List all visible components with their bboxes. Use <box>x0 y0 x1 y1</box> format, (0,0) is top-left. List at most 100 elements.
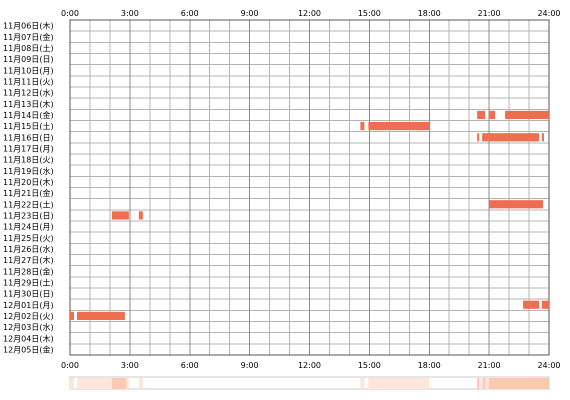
row-label: 11月08日(土) <box>3 43 54 53</box>
summary-band <box>368 378 430 389</box>
summary-overlap <box>545 378 548 389</box>
row-label: 11月23日(日) <box>3 212 54 221</box>
summary-band <box>138 378 143 389</box>
row-label: 11月27日(木) <box>3 255 54 265</box>
row-label: 12月04日(木) <box>3 333 54 343</box>
x-tick-label-bottom: 0:00 <box>61 361 79 370</box>
row-label: 11月29日(土) <box>3 278 54 288</box>
row-label: 11月24日(月) <box>3 223 54 232</box>
summary-overlap <box>491 378 494 389</box>
summary-overlap <box>535 378 538 389</box>
x-tick-label-bottom: 12:00 <box>298 361 321 370</box>
summary-overlap <box>507 378 510 389</box>
plot-frame <box>69 19 550 356</box>
x-tick-label-top: 21:00 <box>478 9 501 18</box>
row-label: 11月17日(月) <box>3 145 54 154</box>
x-tick-label-bottom: 6:00 <box>181 361 199 370</box>
x-tick-label-top: 15:00 <box>358 9 381 18</box>
summary-overlap <box>543 378 546 389</box>
chart-grid <box>69 19 550 356</box>
activity-bar <box>542 133 545 142</box>
summary-overlap <box>529 378 532 389</box>
row-label: 11月15日(土) <box>3 121 54 131</box>
activity-bar <box>368 122 430 131</box>
summary-band <box>76 378 125 389</box>
summary-overlap <box>515 378 518 389</box>
x-tick-label-top: 9:00 <box>241 9 259 18</box>
activity-bar <box>523 300 540 309</box>
row-label: 11月22日(土) <box>3 199 54 209</box>
row-label: 11月20日(木) <box>3 177 54 187</box>
activity-bar <box>138 211 143 220</box>
summary-overlap <box>495 378 498 389</box>
activity-bar <box>482 133 540 142</box>
x-tick-label-bottom: 24:00 <box>537 361 560 370</box>
row-label: 11月18日(火) <box>3 156 54 165</box>
summary-overlap <box>523 378 526 389</box>
summary-overlap <box>123 378 126 389</box>
activity-bar <box>489 110 496 119</box>
chart-labels: 11月06日(木)11月07日(金)11月08日(土) 11月09日(日) 11月1… <box>3 9 561 370</box>
x-tick-label-bottom: 15:00 <box>358 361 381 370</box>
x-tick-label-top: 0:00 <box>61 9 79 18</box>
row-label: 12月03日(水) <box>3 322 54 332</box>
summary-overlap <box>503 378 506 389</box>
summary-overlap <box>497 378 500 389</box>
row-label: 11月06日(木) <box>3 21 54 31</box>
x-tick-label-top: 18:00 <box>418 9 441 18</box>
summary-overlap <box>121 378 124 389</box>
summary-overlap <box>493 378 496 389</box>
summary-overlap <box>521 378 524 389</box>
row-label: 11月21日(金) <box>3 188 54 198</box>
summary-overlap <box>517 378 520 389</box>
x-tick-label-top: 24:00 <box>537 9 560 18</box>
summary-overlap <box>511 378 514 389</box>
row-label: 11月25日(火) <box>3 234 54 243</box>
summary-overlap <box>501 378 504 389</box>
summary-overlap <box>519 378 522 389</box>
activity-bar <box>505 110 549 119</box>
activity-bar <box>489 200 544 209</box>
summary-overlap <box>483 378 486 389</box>
summary-overlap <box>509 378 512 389</box>
row-label: 11月09日(日) <box>3 55 54 64</box>
summary-overlap <box>537 378 540 389</box>
summary-overlap <box>111 378 114 389</box>
row-label: 11月07日(金) <box>3 32 54 42</box>
summary-overlap <box>539 378 542 389</box>
activity-bar <box>70 311 74 320</box>
summary-band <box>477 378 486 389</box>
x-tick-label-top: 6:00 <box>181 9 199 18</box>
activity-bar <box>76 311 125 320</box>
activity-bar <box>477 133 480 142</box>
summary-overlap <box>119 378 122 389</box>
row-label: 11月30日(日) <box>3 290 54 299</box>
x-tick-label-top: 12:00 <box>298 9 321 18</box>
x-tick-label-bottom: 21:00 <box>478 361 501 370</box>
row-label: 11月13日(木) <box>3 99 54 109</box>
x-tick-label-bottom: 18:00 <box>418 361 441 370</box>
summary-strip <box>69 376 550 390</box>
summary-overlap <box>499 378 502 389</box>
x-tick-label-top: 3:00 <box>121 9 139 18</box>
activity-bar <box>477 110 486 119</box>
summary-overlap <box>489 378 492 389</box>
x-tick-label-bottom: 3:00 <box>121 361 139 370</box>
row-label: 11月10日(月) <box>3 66 54 75</box>
row-label: 12月02日(火) <box>3 312 54 321</box>
summary-overlap <box>525 378 528 389</box>
row-label: 12月01日(月) <box>3 301 54 310</box>
activity-bar <box>360 122 365 131</box>
summary-overlap <box>527 378 530 389</box>
row-label: 11月11日(火) <box>3 78 54 87</box>
row-label: 11月26日(水) <box>3 244 54 254</box>
summary-overlap <box>113 378 116 389</box>
summary-overlap <box>513 378 516 389</box>
summary-overlap <box>117 378 120 389</box>
summary-overlap <box>547 378 549 389</box>
summary-overlap <box>541 378 544 389</box>
row-label: 11月14日(金) <box>3 110 54 120</box>
activity-bar <box>542 300 549 309</box>
summary-overlap <box>115 378 118 389</box>
row-label: 12月05日(金) <box>3 345 54 355</box>
